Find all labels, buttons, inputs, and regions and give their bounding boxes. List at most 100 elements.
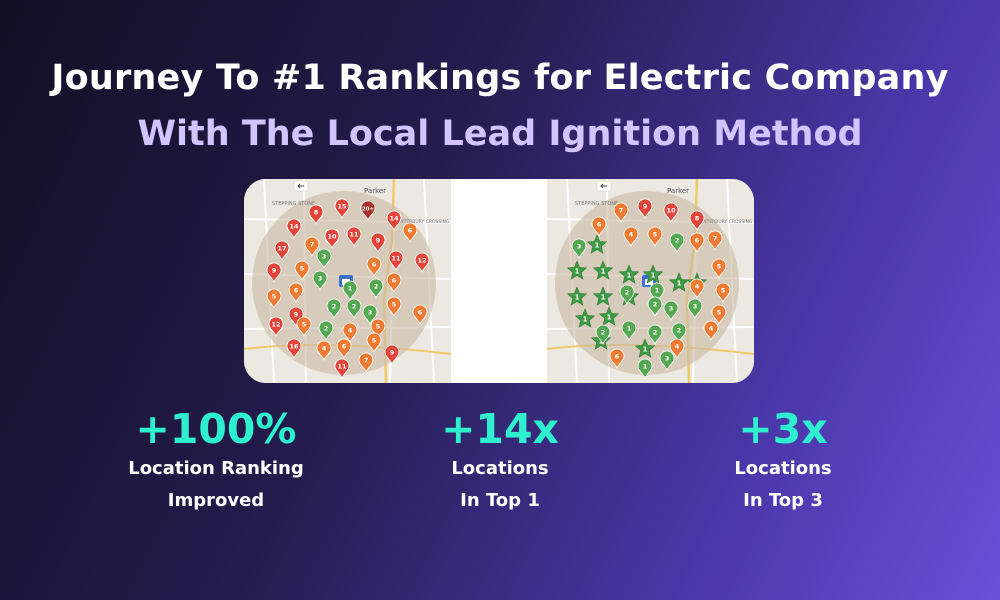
rank-pin: 9 bbox=[266, 262, 282, 284]
rank-pin-label: 14 bbox=[289, 223, 299, 231]
rank-pin-label: 5 bbox=[721, 287, 726, 295]
rank-pin: 20+ bbox=[360, 200, 376, 222]
rank-pin-label: 5 bbox=[717, 263, 722, 271]
rank-pin: 5 bbox=[647, 226, 663, 248]
rank-pin-label: 1 bbox=[655, 287, 660, 295]
rank-pin: 5 bbox=[296, 316, 312, 338]
rank-pin-label: 3 bbox=[322, 253, 327, 261]
rank-pin: 10 bbox=[663, 202, 679, 224]
rank-pin-label: 2 bbox=[675, 237, 680, 245]
rank-pin-label: 4 bbox=[695, 283, 700, 291]
rank-pin: 5 bbox=[711, 258, 727, 280]
rank-pin: 6 bbox=[689, 232, 705, 254]
rank-pin: 7 bbox=[707, 230, 723, 252]
after-map-image: Parker STEPPING STONE CANTERBURY CROSSING 1… bbox=[547, 179, 754, 383]
stat-label-line-2: In Top 1 bbox=[460, 490, 540, 511]
rank-pin: 11 bbox=[346, 226, 362, 248]
rank-pin-label: 9 bbox=[376, 237, 381, 245]
rank-pin-label: 3 bbox=[693, 303, 698, 311]
stat-top-3: +3x Locations In Top 3 bbox=[653, 406, 913, 516]
rank-pin-label: 7 bbox=[364, 357, 369, 365]
rank-pin: 5 bbox=[366, 332, 382, 354]
rank-pin: 5 bbox=[386, 296, 402, 318]
top-rank-star: 1 bbox=[668, 272, 690, 292]
rank-pin: 5 bbox=[294, 260, 310, 282]
rank-pin: 4 bbox=[316, 340, 332, 362]
top-rank-star: 1 bbox=[642, 264, 664, 284]
rank-pin-label: 2 bbox=[625, 289, 630, 297]
rank-pin-label: 3 bbox=[665, 355, 670, 363]
map-place-label: Parker bbox=[364, 187, 386, 195]
rank-pin-label: 7 bbox=[310, 241, 315, 249]
rank-star-label: 1 bbox=[677, 280, 682, 288]
stat-label-line-1: Locations bbox=[734, 458, 832, 479]
before-map-image: Parker STEPPING STONE CANTERBURY CROSSING 8… bbox=[244, 179, 451, 383]
rank-pin-label: 3 bbox=[577, 243, 582, 251]
after-rank-map: Parker STEPPING STONE CANTERBURY CROSSING 1… bbox=[547, 179, 754, 383]
rank-pin-label: 2 bbox=[324, 325, 329, 333]
rank-pin-label: 3 bbox=[368, 309, 373, 317]
rank-star-label: 1 bbox=[627, 272, 632, 280]
stat-label-line-2: Improved bbox=[167, 490, 265, 511]
rank-pin-label: 1 bbox=[643, 363, 648, 371]
rank-pin: 3 bbox=[316, 248, 332, 270]
rank-pin-label: 9 bbox=[390, 349, 395, 357]
top-rank-star: 1 bbox=[592, 260, 614, 280]
rank-star-label: 1 bbox=[601, 294, 606, 302]
rank-pin: 11 bbox=[334, 358, 350, 380]
rank-star-label: 1 bbox=[595, 242, 600, 250]
rank-pin: 6 bbox=[412, 304, 428, 326]
rank-pin-label: 8 bbox=[314, 209, 319, 217]
rank-pin-label: 7 bbox=[713, 235, 718, 243]
map-place-label: CANTERBURY CROSSING bbox=[697, 219, 753, 225]
rank-star-label: 1 bbox=[583, 316, 588, 324]
rank-pin-label: 10 bbox=[327, 233, 337, 241]
rank-pin-label: 5 bbox=[300, 265, 305, 273]
rank-pin: 2 bbox=[346, 298, 362, 320]
rank-pin: 9 bbox=[384, 344, 400, 366]
rank-pin-label: 6 bbox=[294, 287, 299, 295]
rank-pin-label: 11 bbox=[391, 255, 401, 263]
rank-pin: 4 bbox=[703, 320, 719, 342]
rank-pin-label: 1 bbox=[348, 285, 353, 293]
rank-pin-label: 2 bbox=[332, 303, 337, 311]
rank-pin-label: 5 bbox=[392, 301, 397, 309]
top-rank-star: 1 bbox=[634, 338, 656, 358]
rank-pin-label: 11 bbox=[349, 231, 359, 239]
rank-pin-label: 6 bbox=[418, 309, 423, 317]
rank-pin: 3 bbox=[571, 238, 587, 260]
rank-pin-label: 5 bbox=[302, 321, 307, 329]
rank-pin: 9 bbox=[637, 198, 653, 220]
rank-pin-label: 2 bbox=[601, 329, 606, 337]
rank-pin: 8 bbox=[689, 210, 705, 232]
rank-pin: 3 bbox=[659, 350, 675, 372]
rank-pin: 11 bbox=[388, 250, 404, 272]
rank-pin-label: 10 bbox=[666, 207, 676, 215]
rank-pin-label: 2 bbox=[653, 301, 658, 309]
before-rank-map: Parker STEPPING STONE CANTERBURY CROSSING 8… bbox=[244, 179, 451, 383]
stat-value: +14x bbox=[441, 405, 559, 453]
top-rank-star: 1 bbox=[598, 306, 620, 326]
rank-pin-label: 14 bbox=[389, 215, 399, 223]
rank-star-label: 1 bbox=[601, 268, 606, 276]
rank-pin: 4 bbox=[623, 226, 639, 248]
rank-star-label: 1 bbox=[607, 314, 612, 322]
top-rank-star: 1 bbox=[592, 286, 614, 306]
rank-star-label: 1 bbox=[599, 338, 604, 346]
rank-pin: 3 bbox=[687, 298, 703, 320]
rank-pin: 12 bbox=[268, 316, 284, 338]
rank-pin: 6 bbox=[386, 272, 402, 294]
rank-pin-label: 4 bbox=[322, 345, 327, 353]
rank-pin: 6 bbox=[288, 282, 304, 304]
rank-pin: 2 bbox=[318, 320, 334, 342]
top-rank-star: 1 bbox=[566, 286, 588, 306]
stat-value: +3x bbox=[738, 405, 828, 453]
rank-pin-label: 17 bbox=[277, 245, 286, 253]
rank-pin: 1 bbox=[649, 282, 665, 304]
rank-pin-label: 5 bbox=[376, 323, 381, 331]
rank-pin: 5 bbox=[715, 282, 731, 304]
rank-pin-label: 4 bbox=[629, 231, 634, 239]
rank-pin: 14 bbox=[386, 210, 402, 232]
rank-pin-label: 2 bbox=[374, 283, 379, 291]
top-rank-star: 1 bbox=[574, 308, 596, 328]
